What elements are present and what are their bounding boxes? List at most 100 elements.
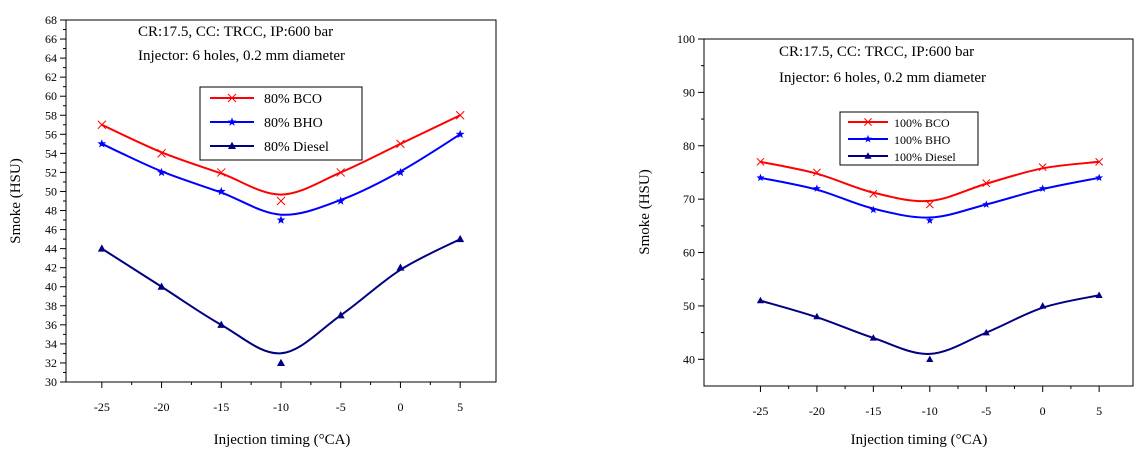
data-point-marker — [157, 149, 166, 158]
data-point-marker — [276, 215, 286, 224]
data-point-marker — [276, 196, 286, 206]
data-point-marker — [97, 120, 107, 130]
data-point-marker — [216, 168, 226, 177]
data-point-marker — [455, 129, 465, 139]
x-tick-label: -5 — [336, 400, 346, 414]
legend-marker — [864, 152, 872, 159]
x-tick-label: 0 — [1040, 404, 1046, 418]
y-tick-label: 36 — [45, 318, 57, 332]
data-point-marker — [97, 139, 107, 148]
data-point-marker — [336, 311, 345, 319]
data-point-marker — [756, 296, 765, 304]
y-tick-label: 100 — [677, 32, 695, 46]
legend: 80% BCO 80% BHO 80% Diesel — [199, 86, 363, 161]
legend-marker — [864, 118, 872, 126]
x-axis-label: Injection timing (°CA) — [214, 432, 351, 448]
x-tick-label: -10 — [922, 404, 938, 418]
y-axis-label: Smoke (HSU) — [8, 158, 24, 243]
x-tick-label: 0 — [397, 400, 403, 414]
y-tick-label: 48 — [45, 204, 57, 218]
x-axis-label: Injection timing (°CA) — [851, 432, 988, 448]
y-tick-label: 50 — [45, 184, 57, 198]
data-point-marker — [1095, 157, 1104, 166]
x-tick-label: 5 — [457, 400, 463, 414]
x-tick-label: -20 — [154, 400, 170, 414]
data-point-marker — [925, 200, 934, 209]
legend-box — [199, 86, 363, 161]
series-line — [760, 176, 1100, 219]
legend-entry: 100% BCO — [894, 116, 950, 130]
annotation-line-1: CR:17.5, CC: TRCC, IP:600 bar — [779, 44, 974, 60]
legend-marker — [227, 93, 237, 103]
data-point-marker — [869, 334, 877, 341]
data-point-marker — [1039, 302, 1047, 309]
data-point-marker — [97, 244, 106, 252]
data-point-marker — [396, 139, 405, 149]
series-line — [760, 294, 1100, 355]
data-point-marker — [455, 110, 465, 120]
annotation-line-1: CR:17.5, CC: TRCC, IP:600 bar — [138, 24, 333, 40]
y-tick-label: 54 — [45, 146, 57, 160]
x-tick-label: -10 — [273, 400, 289, 414]
y-tick-label: 30 — [45, 375, 57, 389]
data-point-marker — [277, 358, 285, 366]
series-line — [101, 238, 461, 355]
x-axis-ticks: -25 -20 -15 -10 -5 0 5 — [94, 382, 463, 414]
x-tick-label: -15 — [213, 400, 229, 414]
data-point-marker — [157, 167, 166, 177]
y-tick-label: 38 — [45, 299, 57, 313]
chart-right: 40 50 60 70 80 90 100 -25 -20 -15 -10 -5 0 5 CR:17.5… — [637, 32, 1134, 448]
y-tick-label: 62 — [45, 70, 57, 84]
data-point-marker — [925, 216, 934, 224]
data-point-marker — [1095, 291, 1103, 298]
data-point-marker — [216, 186, 226, 196]
data-point-marker — [217, 320, 226, 328]
annotation-line-2: Injector: 6 holes, 0.2 mm diameter — [138, 48, 345, 64]
series-line — [760, 160, 1100, 203]
data-point-marker — [336, 168, 346, 177]
legend-entry: 100% BHO — [894, 133, 951, 147]
data-point-marker — [869, 205, 878, 214]
x-tick-label: -25 — [94, 400, 110, 414]
x-axis-ticks: -25 -20 -15 -10 -5 0 5 — [752, 386, 1102, 418]
data-point-marker — [813, 312, 821, 320]
data-point-marker — [396, 263, 405, 271]
y-tick-label: 46 — [45, 223, 57, 237]
legend-marker — [227, 117, 237, 126]
legend-entry: 80% Diesel — [264, 140, 329, 155]
data-point-marker — [756, 157, 765, 166]
legend-marker — [864, 134, 872, 143]
data-point-marker — [926, 355, 934, 363]
data-point-marker — [812, 168, 821, 177]
x-tick-label: -25 — [752, 404, 768, 418]
y-tick-label: 52 — [45, 165, 57, 179]
y-tick-label: 64 — [45, 51, 57, 65]
x-tick-label: -5 — [981, 404, 991, 418]
data-point-marker — [982, 179, 991, 188]
x-tick-label: -15 — [865, 404, 881, 418]
y-tick-label: 66 — [45, 32, 57, 46]
y-tick-label: 90 — [683, 85, 695, 99]
series-layer — [97, 110, 465, 366]
y-tick-label: 60 — [45, 89, 57, 103]
y-tick-label: 40 — [45, 280, 57, 294]
y-axis-label: Smoke (HSU) — [637, 169, 653, 254]
data-point-marker — [1038, 184, 1047, 192]
data-point-marker — [396, 167, 405, 177]
data-point-marker — [157, 282, 166, 290]
legend-entry: 100% Diesel — [894, 150, 956, 164]
y-tick-label: 34 — [45, 337, 57, 351]
y-tick-label: 32 — [45, 356, 57, 370]
x-tick-label: -20 — [809, 404, 825, 418]
y-axis-ticks: 30 32 34 36 38 40 42 44 46 48 50 52 54 56 58 60 62 64 66 68 — [45, 13, 66, 389]
data-point-marker — [336, 196, 346, 205]
data-point-marker — [982, 328, 990, 336]
legend: 100% BCO 100% BHO 100% Diesel — [839, 111, 979, 166]
data-point-marker — [456, 234, 465, 243]
y-tick-label: 42 — [45, 261, 57, 275]
chart-left: 3032343638404244464850525456586062646668… — [8, 13, 497, 448]
y-tick-label: 58 — [45, 108, 57, 122]
y-tick-label: 50 — [683, 299, 695, 313]
legend-entry: 80% BHO — [264, 116, 323, 131]
